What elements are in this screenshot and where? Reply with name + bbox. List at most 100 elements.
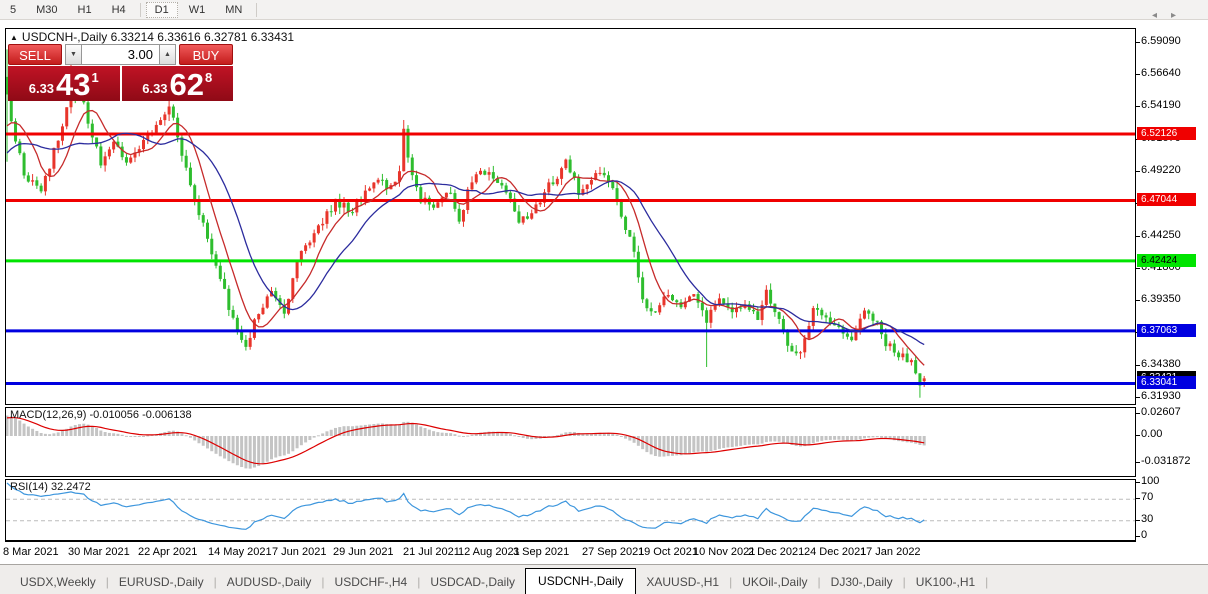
rsi-scale-tick — [1136, 498, 1140, 500]
tab-separator: | — [321, 575, 325, 589]
timeframe-button-mn[interactable]: MN — [225, 3, 243, 16]
price-scale-label: 6.44250 — [1141, 228, 1181, 241]
candlestick-chart[interactable] — [6, 29, 1135, 404]
volume-input[interactable]: 3.00 — [82, 44, 159, 65]
bid-price-big: 43 — [56, 67, 91, 102]
tab-separator: | — [817, 575, 821, 589]
macd-scale-tick — [1136, 412, 1140, 414]
x-axis-date-label: 8 Mar 2021 — [3, 546, 59, 558]
tab-scroll-left-icon: ◂ — [1151, 10, 1171, 21]
rsi-scale-label: 100 — [1141, 475, 1160, 487]
x-axis-date-label: 30 Mar 2021 — [68, 546, 130, 558]
chart-tab-dj30-daily[interactable]: DJ30-,Daily — [830, 575, 893, 589]
price-scale-label: 6.39350 — [1141, 293, 1181, 305]
rsi-scale-tick — [1136, 482, 1140, 483]
chart-tab-usdcad-daily[interactable]: USDCAD-,Daily — [430, 575, 516, 589]
tab-separator: | — [213, 575, 217, 589]
macd-scale-label: 0.02607 — [1141, 405, 1181, 418]
tab-separator: | — [985, 575, 989, 589]
chart-tab-eurusd-daily[interactable]: EURUSD-,Daily — [118, 575, 204, 589]
bid-price-small: 6.33 — [28, 81, 55, 96]
rsi-scale-tick — [1136, 536, 1140, 537]
hline-price-tag: 6.37063 — [1137, 323, 1196, 337]
buy-button[interactable]: BUY — [179, 44, 233, 65]
x-axis-date-label: 3 Sep 2021 — [513, 546, 570, 558]
ask-price-box[interactable]: 6.33 62 8 — [121, 66, 233, 102]
chart-tab-ukoil-daily[interactable]: UKOil-,Daily — [742, 575, 808, 589]
x-axis-date-label: 27 Sep 2021 — [582, 546, 645, 558]
toolbar-separator — [256, 2, 258, 17]
chart-tab-usdx-weekly[interactable]: USDX,Weekly — [20, 575, 96, 589]
macd-scale-label: 0.00 — [1141, 428, 1163, 440]
timeframe-button-5[interactable]: 5 — [10, 3, 17, 16]
price-scale-tick — [1136, 106, 1140, 108]
price-scale-tick — [1136, 300, 1140, 301]
x-axis-date-label: 17 Jan 2022 — [860, 546, 921, 558]
hline-price-tag: 6.52126 — [1137, 127, 1196, 141]
timeframe-button-h4[interactable]: H4 — [111, 3, 126, 16]
collapse-triangle-icon[interactable]: ▲ — [10, 33, 18, 42]
price-scale-tick — [1136, 364, 1140, 366]
x-axis-date-label: 12 Aug 2021 — [458, 546, 520, 558]
macd-indicator-panel[interactable] — [5, 407, 1136, 477]
sell-button[interactable]: SELL — [8, 44, 62, 65]
price-scale-tick — [1136, 235, 1140, 237]
macd-chart — [6, 415, 926, 469]
price-scale-tick — [1136, 267, 1140, 269]
x-axis-date-label: 24 Dec 2021 — [804, 546, 867, 558]
macd-scale-tick — [1136, 461, 1140, 463]
timeframe-button-d1[interactable]: D1 — [145, 1, 178, 18]
rsi-chart — [6, 482, 1135, 530]
chart-tab-uk100-h1[interactable]: UK100-,H1 — [915, 575, 976, 589]
macd-scale-label: -0.031872 — [1141, 454, 1191, 467]
timeframe-button-m30[interactable]: M30 — [36, 3, 58, 16]
bid-price-sup: 1 — [91, 70, 99, 85]
volume-decrease-button[interactable]: ▼ — [65, 44, 82, 65]
price-scale-tick — [1136, 171, 1140, 172]
tab-scroll-right-icon: ▸ — [1170, 10, 1190, 21]
x-axis-line — [5, 541, 1136, 542]
tab-separator: | — [902, 575, 906, 589]
x-axis-date-label: 22 Apr 2021 — [138, 546, 198, 558]
macd-label: MACD(12,26,9) -0.010056 -0.006138 — [10, 409, 192, 421]
x-axis-date-label: 29 Jun 2021 — [333, 546, 394, 558]
hline-price-tag: 6.33041 — [1137, 376, 1196, 390]
bid-price-box[interactable]: 6.33 43 1 — [8, 66, 120, 101]
one-click-trading-widget: SELL ▼ 3.00 ▲ BUY 6.33 43 1 6.33 62 8 — [8, 44, 233, 101]
rsi-label: RSI(14) 32.2472 — [10, 481, 91, 493]
x-axis-date-label: 7 Jun 2021 — [272, 546, 327, 558]
ask-price-small: 6.33 — [142, 81, 168, 96]
price-scale-label: 6.54190 — [1141, 99, 1181, 112]
hline-price-tag: 6.42424 — [1137, 253, 1196, 267]
price-scale-label: 6.49220 — [1141, 164, 1181, 176]
chart-tab-usdcnh-daily[interactable]: USDCNH-,Daily — [525, 568, 637, 594]
price-scale-label: 6.56640 — [1141, 67, 1181, 80]
price-scale-label: 6.34380 — [1141, 357, 1181, 370]
price-scale-tick — [1136, 42, 1140, 43]
tab-separator: | — [417, 575, 421, 589]
chart-title: ▲ USDCNH-,Daily 6.33214 6.33616 6.32781 6… — [10, 30, 294, 44]
timeframe-button-h1[interactable]: H1 — [77, 3, 92, 16]
hline-price-tag: 6.47044 — [1137, 193, 1196, 207]
rsi-scale-label: 70 — [1141, 491, 1154, 504]
volume-increase-button[interactable]: ▲ — [159, 44, 176, 65]
macd-scale-tick — [1136, 435, 1140, 436]
chart-tab-audusd-daily[interactable]: AUDUSD-,Daily — [226, 575, 312, 589]
price-scale-label: 6.59090 — [1141, 35, 1181, 47]
x-axis-date-label: 10 Nov 2021 — [693, 546, 756, 558]
rsi-scale-tick — [1136, 519, 1140, 521]
tab-separator: | — [105, 575, 109, 589]
chart-tab-usdchf-h4[interactable]: USDCHF-,H4 — [334, 575, 408, 589]
ask-price-sup: 8 — [205, 70, 213, 85]
chart-title-text: USDCNH-,Daily 6.33214 6.33616 6.32781 6.… — [21, 30, 295, 44]
chart-tab-bar: USDX,Weekly | EURUSD-,Daily | AUDUSD-,Daily |… — [0, 564, 1208, 594]
chart-tab-xauusd-h1[interactable]: XAUUSD-,H1 — [646, 575, 720, 589]
price-scale-tick — [1136, 74, 1140, 76]
tab-scroll-arrows[interactable]: ◂▸ — [1152, 10, 1190, 21]
rsi-indicator-panel[interactable] — [5, 479, 1136, 541]
price-scale-label: 6.31930 — [1141, 389, 1181, 402]
ask-price-big: 62 — [169, 67, 205, 102]
timeframe-button-w1[interactable]: W1 — [188, 3, 206, 16]
price-scale-tick — [1136, 396, 1140, 398]
